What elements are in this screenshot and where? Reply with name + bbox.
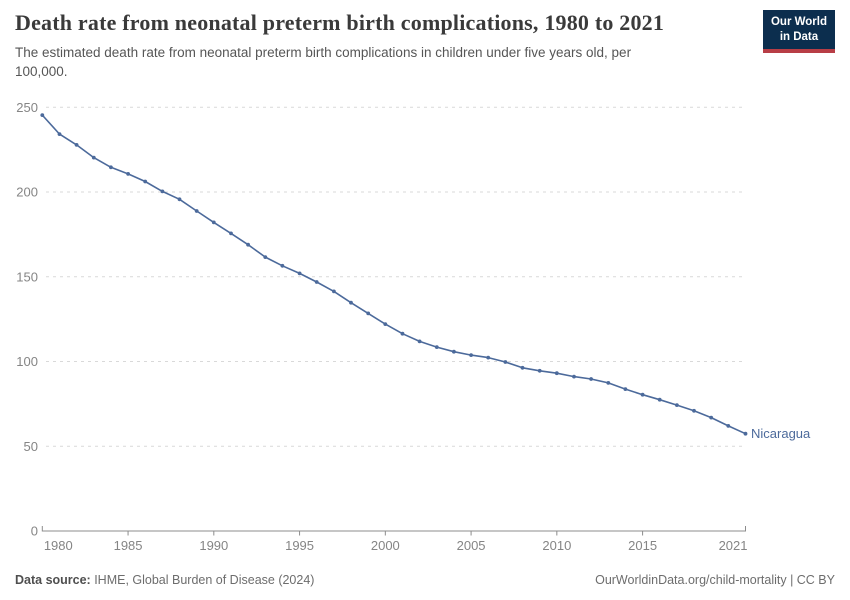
- x-tick-label-1985: 1985: [114, 538, 143, 553]
- data-point-1984[interactable]: [109, 165, 113, 170]
- data-point-2008[interactable]: [520, 365, 525, 370]
- x-tick-label-1980: 1980: [44, 538, 73, 553]
- data-point-1994[interactable]: [280, 263, 285, 268]
- data-source-label: Data source:: [15, 573, 91, 587]
- line-chart-canvas[interactable]: 0 50 100 150 200 250 1980 1985 1990 1995 2000 2005 2…: [0, 92, 850, 564]
- data-source: Data source: IHME, Global Burden of Dise…: [15, 573, 314, 587]
- data-source-text: IHME, Global Burden of Disease (2024): [90, 573, 315, 587]
- x-tick-label-2015: 2015: [628, 538, 657, 553]
- x-tick-label-1990: 1990: [199, 538, 228, 553]
- x-tick-label-2000: 2000: [371, 538, 400, 553]
- data-point-2019[interactable]: [709, 415, 714, 420]
- data-point-1988[interactable]: [177, 197, 182, 202]
- data-point-1992[interactable]: [246, 242, 251, 247]
- chart-header: Death rate from neonatal preterm birth c…: [15, 10, 835, 82]
- data-point-1993[interactable]: [263, 255, 268, 259]
- owid-logo-line2: in Data: [779, 30, 819, 43]
- data-point-1982[interactable]: [74, 143, 79, 147]
- data-point-2009[interactable]: [537, 368, 542, 373]
- data-point-1999[interactable]: [366, 311, 371, 316]
- data-line-nicaragua[interactable]: [41, 114, 746, 435]
- data-point-2005[interactable]: [469, 353, 473, 357]
- data-point-1985[interactable]: [126, 172, 130, 176]
- chart-footer: Data source: IHME, Global Burden of Dise…: [15, 573, 835, 587]
- data-point-2007[interactable]: [503, 360, 508, 364]
- owid-logo[interactable]: Our World in Data: [762, 10, 835, 53]
- data-point-2016[interactable]: [657, 397, 662, 402]
- owid-logo-line1: Our World: [770, 16, 827, 28]
- data-point-2002[interactable]: [417, 339, 422, 344]
- x-tick-label-2021: 2021: [719, 538, 748, 553]
- data-point-2015[interactable]: [640, 392, 645, 397]
- x-tick-label-1995: 1995: [285, 538, 314, 553]
- data-point-1991[interactable]: [229, 231, 233, 236]
- data-point-2010[interactable]: [554, 371, 559, 376]
- data-point-1998[interactable]: [349, 300, 353, 305]
- x-tick-label-2005: 2005: [457, 538, 486, 553]
- data-point-2011[interactable]: [572, 374, 576, 379]
- data-point-1989[interactable]: [194, 209, 199, 213]
- y-tick-label-50: 50: [24, 439, 38, 454]
- data-point-2003[interactable]: [434, 345, 439, 349]
- y-tick-label-250: 250: [16, 100, 38, 115]
- data-point-1995[interactable]: [297, 271, 302, 276]
- data-point-2001[interactable]: [400, 331, 405, 336]
- data-point-2004[interactable]: [452, 349, 456, 354]
- data-point-1987[interactable]: [160, 189, 165, 194]
- data-point-2000[interactable]: [383, 322, 388, 326]
- data-point-1996[interactable]: [314, 280, 319, 284]
- x-tick-label-2010: 2010: [542, 538, 571, 553]
- data-point-1986[interactable]: [143, 179, 148, 184]
- page-subtitle: The estimated death rate from neonatal p…: [15, 45, 632, 79]
- data-point-2006[interactable]: [486, 355, 491, 360]
- page-title: Death rate from neonatal preterm birth c…: [15, 10, 665, 35]
- data-point-2017[interactable]: [675, 403, 679, 407]
- data-point-1980[interactable]: [40, 113, 45, 117]
- y-tick-label-200: 200: [16, 185, 38, 200]
- x-axis: [41, 526, 746, 532]
- y-tick-label-150: 150: [16, 269, 38, 284]
- data-point-2013[interactable]: [606, 381, 611, 385]
- y-tick-label-100: 100: [16, 354, 38, 369]
- y-tick-label-0: 0: [31, 524, 38, 539]
- data-point-1983[interactable]: [91, 155, 96, 160]
- data-point-1997[interactable]: [332, 289, 336, 294]
- series-label-nicaragua: Nicaragua: [751, 426, 811, 441]
- data-point-2020[interactable]: [726, 424, 731, 428]
- data-point-1981[interactable]: [57, 132, 62, 136]
- data-point-2021[interactable]: [743, 431, 748, 436]
- data-point-2014[interactable]: [623, 387, 628, 391]
- data-point-2018[interactable]: [692, 408, 696, 413]
- data-point-2012[interactable]: [589, 377, 593, 381]
- data-point-1990[interactable]: [211, 220, 216, 225]
- owid-credit-link[interactable]: OurWorldinData.org/child-mortality | CC …: [595, 573, 835, 587]
